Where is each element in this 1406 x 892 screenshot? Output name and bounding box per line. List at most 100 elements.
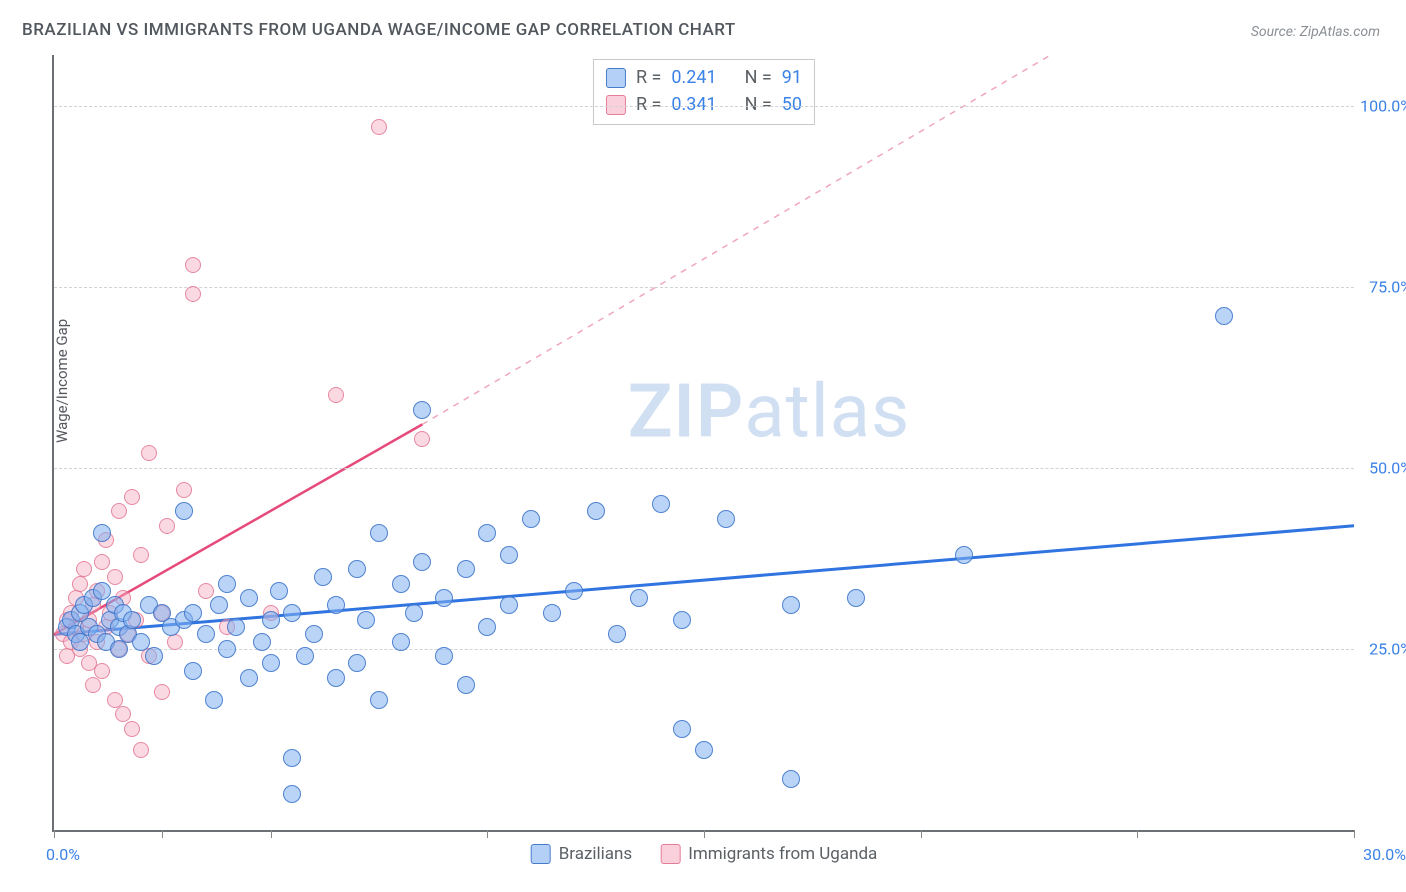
point-brazilians <box>327 669 345 687</box>
x-tick-mark <box>487 830 488 838</box>
x-tick-mark <box>704 830 705 838</box>
point-uganda <box>159 518 175 534</box>
n-label: N = <box>745 91 772 118</box>
x-tick-mark <box>54 830 55 838</box>
point-brazilians <box>413 401 431 419</box>
point-brazilians <box>500 596 518 614</box>
point-brazilians <box>782 770 800 788</box>
series-legend: Brazilians Immigrants from Uganda <box>531 844 878 864</box>
point-brazilians <box>296 647 314 665</box>
point-uganda <box>141 445 157 461</box>
point-brazilians <box>327 596 345 614</box>
point-brazilians <box>608 625 626 643</box>
legend-label: Immigrants from Uganda <box>688 844 877 864</box>
point-brazilians <box>370 691 388 709</box>
y-tick-label: 50.0% <box>1369 458 1406 477</box>
trend-line <box>54 526 1354 635</box>
point-brazilians <box>478 618 496 636</box>
point-brazilians <box>240 669 258 687</box>
point-brazilians <box>500 546 518 564</box>
point-brazilians <box>435 647 453 665</box>
point-uganda <box>124 489 140 505</box>
point-brazilians <box>283 749 301 767</box>
point-brazilians <box>630 589 648 607</box>
y-tick-label: 75.0% <box>1369 277 1406 296</box>
x-tick-mark <box>162 830 163 838</box>
point-brazilians <box>93 582 111 600</box>
point-brazilians <box>543 604 561 622</box>
chart-title: BRAZILIAN VS IMMIGRANTS FROM UGANDA WAGE… <box>22 20 736 40</box>
point-brazilians <box>847 589 865 607</box>
point-uganda <box>111 503 127 519</box>
point-uganda <box>414 431 430 447</box>
source-credit: Source: ZipAtlas.com <box>1251 24 1380 40</box>
point-brazilians <box>357 611 375 629</box>
point-brazilians <box>283 604 301 622</box>
point-brazilians <box>695 741 713 759</box>
x-tick-min: 0.0% <box>46 845 80 864</box>
point-uganda <box>371 119 387 135</box>
point-brazilians <box>184 604 202 622</box>
point-brazilians <box>175 502 193 520</box>
r-label: R = <box>636 91 661 118</box>
point-uganda <box>198 583 214 599</box>
gridline-h <box>54 106 1354 107</box>
n-value: 91 <box>782 64 802 91</box>
point-brazilians <box>210 596 228 614</box>
point-uganda <box>124 721 140 737</box>
swatch-blue-icon <box>606 68 626 88</box>
gridline-h <box>54 649 1354 650</box>
point-brazilians <box>314 568 332 586</box>
point-brazilians <box>348 560 366 578</box>
gridline-h <box>54 287 1354 288</box>
point-brazilians <box>123 611 141 629</box>
point-brazilians <box>227 618 245 636</box>
point-brazilians <box>270 582 288 600</box>
point-brazilians <box>370 524 388 542</box>
point-uganda <box>185 286 201 302</box>
point-brazilians <box>782 596 800 614</box>
point-uganda <box>94 663 110 679</box>
point-brazilians <box>392 633 410 651</box>
r-value: 0.241 <box>671 64 716 91</box>
point-brazilians <box>145 647 163 665</box>
y-tick-label: 100.0% <box>1360 96 1406 115</box>
legend-label: Brazilians <box>559 844 633 864</box>
point-uganda <box>185 257 201 273</box>
point-brazilians <box>955 546 973 564</box>
point-brazilians <box>218 640 236 658</box>
gridline-h <box>54 468 1354 469</box>
legend-item-blue: Brazilians <box>531 844 633 864</box>
point-brazilians <box>522 510 540 528</box>
point-brazilians <box>305 625 323 643</box>
point-brazilians <box>218 575 236 593</box>
point-brazilians <box>205 691 223 709</box>
point-brazilians <box>457 560 475 578</box>
point-brazilians <box>478 524 496 542</box>
point-brazilians <box>348 654 366 672</box>
x-tick-mark <box>1137 830 1138 838</box>
trend-lines-layer <box>54 55 1354 830</box>
point-brazilians <box>587 502 605 520</box>
point-uganda <box>107 569 123 585</box>
point-brazilians <box>262 654 280 672</box>
point-brazilians <box>673 720 691 738</box>
point-brazilians <box>413 553 431 571</box>
correlation-legend: R = 0.241 N = 91 R = 0.341 N = 50 <box>593 59 815 125</box>
r-label: R = <box>636 64 661 91</box>
r-value: 0.341 <box>671 91 716 118</box>
scatter-plot-area: Wage/Income Gap ZIPatlas R = 0.241 N = 9… <box>52 55 1354 832</box>
point-uganda <box>328 387 344 403</box>
point-brazilians <box>184 662 202 680</box>
point-uganda <box>115 706 131 722</box>
point-brazilians <box>565 582 583 600</box>
point-brazilians <box>197 625 215 643</box>
point-brazilians <box>1215 307 1233 325</box>
point-brazilians <box>435 589 453 607</box>
legend-row-pink: R = 0.341 N = 50 <box>606 91 802 118</box>
point-brazilians <box>253 633 271 651</box>
point-uganda <box>154 684 170 700</box>
point-brazilians <box>392 575 410 593</box>
x-tick-mark <box>921 830 922 838</box>
point-brazilians <box>652 495 670 513</box>
